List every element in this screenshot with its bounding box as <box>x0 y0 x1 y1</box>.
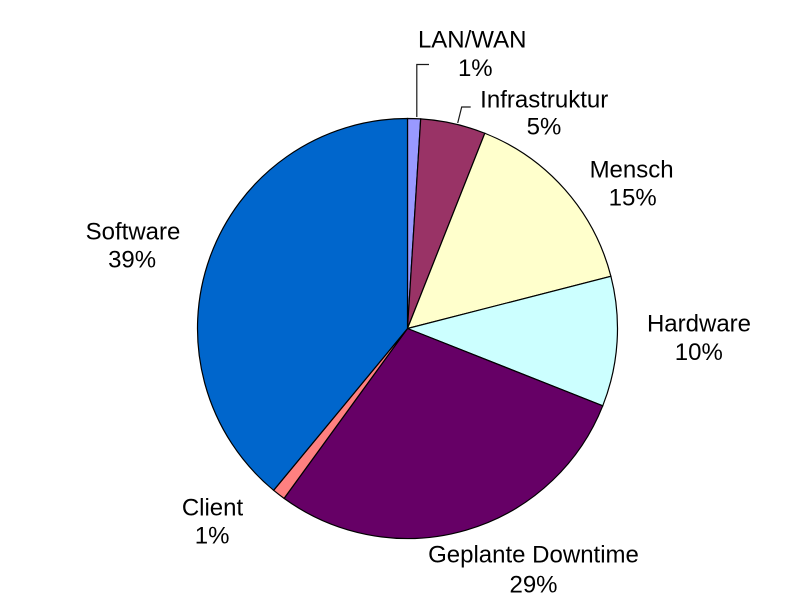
svg-text:LAN/WAN: LAN/WAN <box>418 27 526 54</box>
svg-text:1%: 1% <box>458 55 493 82</box>
svg-text:5%: 5% <box>527 113 562 140</box>
svg-text:29%: 29% <box>509 571 557 598</box>
svg-text:39%: 39% <box>108 246 156 273</box>
svg-text:Client: Client <box>182 495 244 522</box>
svg-text:1%: 1% <box>195 523 230 550</box>
svg-text:15%: 15% <box>609 185 657 212</box>
svg-text:Mensch: Mensch <box>590 157 674 184</box>
svg-text:10%: 10% <box>675 339 723 366</box>
svg-text:Software: Software <box>86 219 181 246</box>
svg-text:Geplante Downtime: Geplante Downtime <box>428 542 639 569</box>
svg-text:Infrastruktur: Infrastruktur <box>480 87 608 114</box>
svg-text:Hardware: Hardware <box>647 310 751 337</box>
